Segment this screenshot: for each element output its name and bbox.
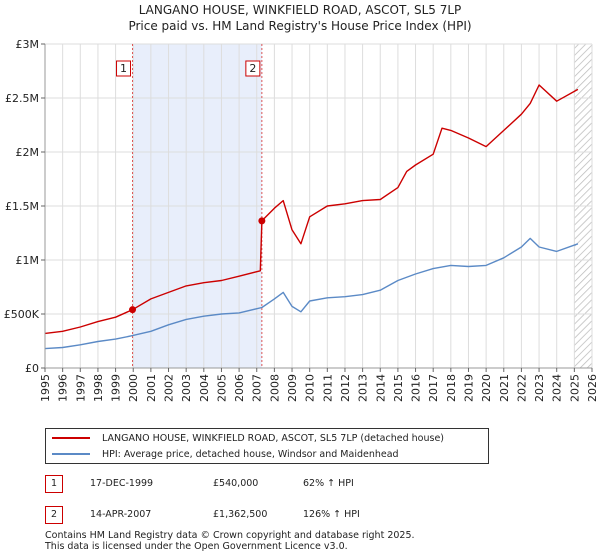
- transaction-marker-label: 2: [249, 62, 256, 75]
- transaction-hpi-change: 126% ↑ HPI: [303, 509, 360, 520]
- x-tick-label: 2021: [498, 374, 511, 402]
- legend-label-property: LANGANO HOUSE, WINKFIELD ROAD, ASCOT, SL…: [102, 432, 444, 444]
- footer: Contains HM Land Registry data © Crown c…: [45, 530, 415, 552]
- transaction-hpi-change: 62% ↑ HPI: [303, 478, 354, 489]
- y-tick-label: £2M: [16, 146, 40, 159]
- x-tick-label: 2009: [286, 374, 299, 402]
- x-tick-label: 1997: [74, 374, 87, 402]
- x-tick-label: 2003: [180, 374, 193, 402]
- y-tick-label: £2.5M: [5, 92, 39, 105]
- x-tick-label: 2013: [357, 374, 370, 402]
- x-tick-label: 2004: [198, 374, 211, 402]
- transaction-marker: 1: [45, 475, 63, 493]
- y-tick-label: £0: [25, 362, 39, 375]
- transaction-marker-box: [116, 60, 132, 77]
- legend-item-property: LANGANO HOUSE, WINKFIELD ROAD, ASCOT, SL…: [52, 431, 444, 445]
- transaction-date: 17-DEC-1999: [90, 478, 154, 489]
- transaction-date: 14-APR-2007: [90, 509, 152, 520]
- x-tick-label: 2023: [533, 374, 546, 402]
- transaction-marker-box: [245, 60, 261, 77]
- x-tick-label: 2012: [339, 374, 352, 402]
- legend-item-hpi: HPI: Average price, detached house, Wind…: [52, 447, 399, 461]
- x-tick-label: 2015: [392, 374, 405, 402]
- x-tick-label: 1999: [110, 374, 123, 402]
- transaction-price: £1,362,500: [213, 509, 268, 520]
- x-tick-label: 2008: [268, 374, 281, 402]
- legend-label-hpi: HPI: Average price, detached house, Wind…: [102, 448, 399, 460]
- y-tick-label: £3M: [16, 38, 40, 51]
- transaction-price: £540,000: [213, 478, 259, 489]
- chart-subtitle: Price paid vs. HM Land Registry's House …: [128, 19, 472, 33]
- x-tick-label: 2010: [304, 374, 317, 402]
- x-tick-label: 2001: [145, 374, 158, 402]
- x-tick-label: 2005: [215, 374, 228, 402]
- x-tick-label: 2025: [568, 374, 581, 402]
- x-tick-label: 2017: [427, 374, 440, 402]
- x-tick-label: 1996: [57, 374, 70, 402]
- x-tick-label: 2006: [233, 374, 246, 402]
- x-tick-label: 2011: [321, 374, 334, 402]
- x-tick-label: 2000: [127, 374, 140, 402]
- x-tick-label: 2020: [480, 374, 493, 402]
- x-tick-label: 1995: [39, 374, 52, 402]
- legend-swatch-property: [52, 437, 90, 439]
- transaction-point: [129, 306, 137, 314]
- chart-title: LANGANO HOUSE, WINKFIELD ROAD, ASCOT, SL…: [138, 3, 462, 17]
- x-tick-label: 2014: [374, 374, 387, 402]
- x-tick-label: 2019: [462, 374, 475, 402]
- legend: LANGANO HOUSE, WINKFIELD ROAD, ASCOT, SL…: [45, 428, 489, 464]
- y-tick-label: £500K: [4, 308, 40, 321]
- transaction-marker: 2: [45, 506, 63, 524]
- x-tick-label: 2026: [586, 374, 599, 402]
- x-tick-label: 2002: [163, 374, 176, 402]
- transaction-marker-label: 1: [120, 62, 127, 75]
- hpi-line: [44, 237, 579, 350]
- footer-license: This data is licensed under the Open Gov…: [45, 541, 348, 552]
- x-tick-label: 2018: [445, 374, 458, 402]
- x-tick-label: 1998: [92, 374, 105, 402]
- x-tick-label: 2022: [515, 374, 528, 402]
- footer-copyright: Contains HM Land Registry data © Crown c…: [45, 530, 415, 541]
- y-tick-label: £1M: [16, 254, 40, 267]
- y-tick-label: £1.5M: [5, 200, 39, 213]
- legend-swatch-hpi: [52, 453, 90, 455]
- property-price-line: [44, 84, 579, 335]
- x-tick-label: 2024: [551, 374, 564, 402]
- transaction-point: [258, 217, 266, 225]
- x-tick-label: 2007: [251, 374, 264, 402]
- price-chart: 1 2 £0 £500K £1M £1.5M £2M £2.5M £3M 1995 1996 199…: [4, 38, 599, 402]
- x-tick-label: 2016: [410, 374, 423, 402]
